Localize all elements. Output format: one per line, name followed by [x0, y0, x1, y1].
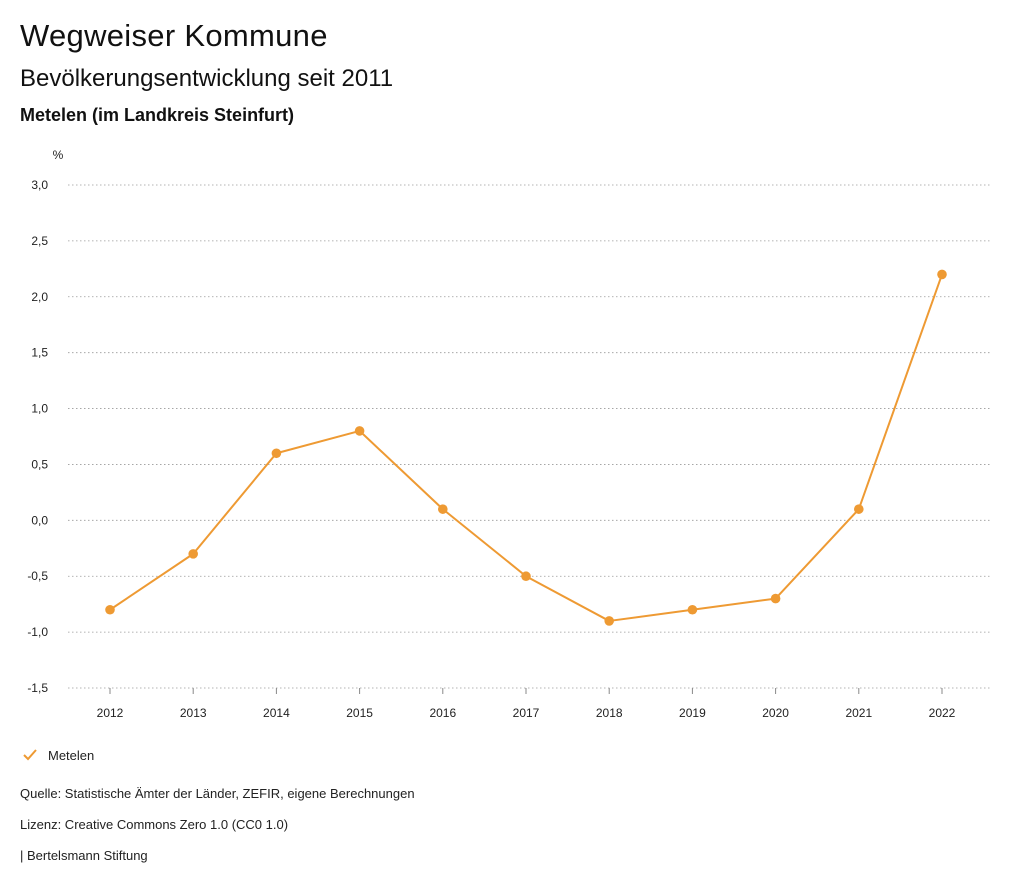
data-point-2021[interactable]	[854, 504, 864, 514]
x-tick-label: 2022	[929, 706, 956, 720]
series-line-metelen	[109, 274, 943, 622]
y-axis-unit-label: %	[53, 148, 64, 162]
data-point-2020[interactable]	[770, 593, 781, 604]
y-tick-label: 2,0	[31, 290, 48, 304]
x-tick-label: 2021	[845, 706, 872, 720]
x-tick-label: 2013	[180, 706, 207, 720]
x-tick-label: 2016	[429, 706, 456, 720]
y-tick-label: 1,0	[31, 402, 48, 416]
x-tick-label: 2019	[679, 706, 706, 720]
y-tick-label: 0,0	[31, 513, 48, 527]
x-tick-label: 2020	[762, 706, 789, 720]
region-label: Metelen (im Landkreis Steinfurt)	[20, 105, 295, 125]
y-tick-label: 2,5	[31, 234, 48, 248]
data-point-2016[interactable]	[438, 504, 448, 514]
line-chart: % 3,0 2,5 2,0 1,5 1,0 0,5 0,0 -0,5 -1,0 -1,5 2012…	[27, 148, 990, 720]
page-title: Wegweiser Kommune	[20, 18, 328, 53]
y-tick-label: 0,5	[31, 457, 48, 471]
x-axis-ticks: 2012 2013 2014 2015 2016 2017 2018 2019 2020 2021…	[97, 688, 956, 720]
x-tick-label: 2018	[596, 706, 623, 720]
data-point-2022[interactable]	[937, 269, 947, 280]
data-point-2017[interactable]	[521, 571, 531, 582]
y-tick-label: -1,5	[27, 681, 48, 695]
x-tick-label: 2017	[513, 706, 540, 720]
data-point-2015[interactable]	[354, 426, 365, 436]
data-point-2013[interactable]	[188, 549, 198, 559]
data-point-2018[interactable]	[604, 616, 614, 626]
data-point-2012[interactable]	[105, 604, 115, 615]
y-tick-label: -0,5	[27, 569, 48, 583]
x-tick-label: 2012	[97, 706, 124, 720]
x-tick-label: 2015	[346, 706, 373, 720]
y-axis-ticks: 3,0 2,5 2,0 1,5 1,0 0,5 0,0 -0,5 -1,0 -1,5	[27, 178, 48, 695]
y-tick-label: 3,0	[31, 178, 48, 192]
chart-subtitle: Bevölkerungsentwicklung seit 2011	[20, 65, 394, 92]
x-tick-label: 2014	[263, 706, 290, 720]
publisher-note: | Bertelsmann Stiftung	[20, 848, 148, 863]
source-note: Quelle: Statistische Ämter der Länder, Z…	[20, 786, 415, 801]
legend-label: Metelen	[48, 747, 95, 763]
data-point-2019[interactable]	[687, 604, 698, 615]
legend-item-metelen[interactable]: Metelen	[22, 744, 94, 766]
license-note: Lizenz: Creative Commons Zero 1.0 (CC0 1…	[20, 817, 289, 832]
y-tick-label: 1,5	[31, 346, 48, 360]
check-icon	[23, 749, 37, 761]
data-point-2014[interactable]	[271, 448, 282, 459]
y-tick-label: -1,0	[27, 625, 48, 639]
grid-lines	[68, 184, 990, 689]
series-metelen	[105, 269, 947, 626]
